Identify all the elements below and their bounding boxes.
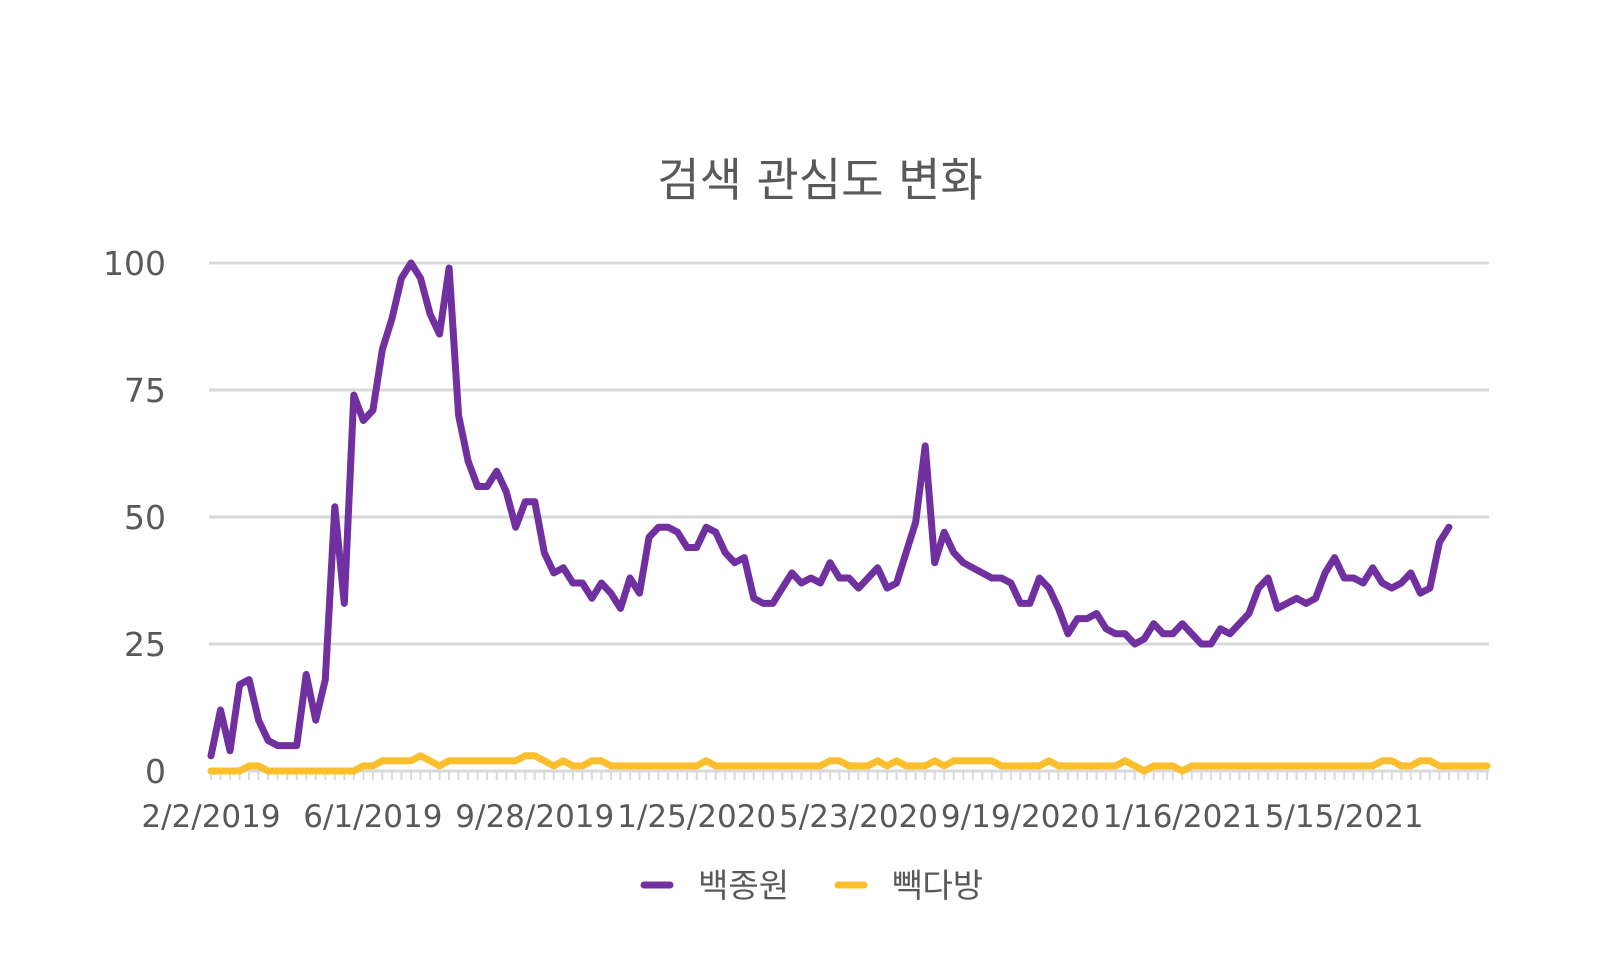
y-tick-label: 100 xyxy=(103,244,166,283)
x-axis: 2/2/2019 6/1/2019 9/28/2019 1/25/2020 5/23/2… xyxy=(141,769,1489,835)
x-tick-label: 5/15/2021 xyxy=(1265,799,1424,835)
legend-label-baekjongwon: 백종원 xyxy=(698,866,789,905)
x-tick-label: 9/28/2019 xyxy=(455,799,614,835)
series-lines xyxy=(207,259,1491,775)
chart-title: 검색 관심도 변화 xyxy=(657,153,982,207)
x-tick-label: 9/19/2020 xyxy=(941,799,1100,835)
y-axis-tick-labels: 0 25 50 75 100 xyxy=(103,244,166,791)
y-tick-label: 75 xyxy=(124,371,166,410)
legend: 백종원 빽다방 xyxy=(640,866,983,905)
x-tick-label: 2/2/2019 xyxy=(141,799,280,835)
x-tick-label: 1/16/2021 xyxy=(1103,799,1262,835)
y-tick-label: 0 xyxy=(145,752,166,791)
y-tick-label: 25 xyxy=(124,625,166,664)
series-line-paikdabang xyxy=(207,752,1491,775)
x-tick-label: 5/23/2020 xyxy=(779,799,938,835)
legend-label-paikdabang: 빽다방 xyxy=(892,866,983,905)
x-tick-label: 1/25/2020 xyxy=(617,799,776,835)
x-tick-label: 6/1/2019 xyxy=(303,799,442,835)
gridlines xyxy=(209,261,1489,646)
series-line-baekjongwon xyxy=(207,259,1453,760)
y-tick-label: 50 xyxy=(124,498,166,537)
